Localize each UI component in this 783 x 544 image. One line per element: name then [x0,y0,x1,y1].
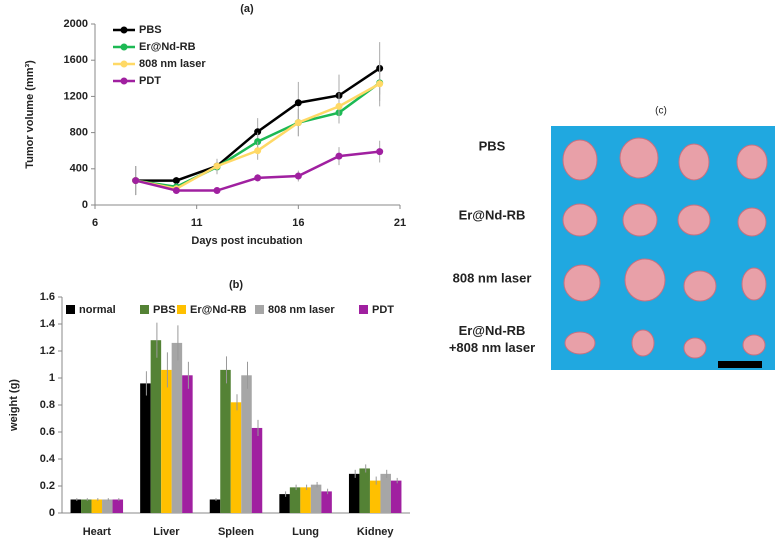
point [172,177,180,185]
y-tick-label: 1.4 [40,318,56,330]
bar [310,484,322,513]
point [376,148,384,156]
bar [369,480,381,513]
point [254,128,262,136]
x-tick-label: Heart [83,526,111,538]
legend-label: PDT [139,75,161,87]
legend-label: Er@Nd-RB [190,304,247,316]
photo-panel: (c) [551,106,775,370]
y-tick-label: 800 [70,127,88,139]
x-tick-label: Spleen [218,526,254,538]
bar [241,375,252,513]
bar [251,427,263,513]
row-label: +808 nm laser [449,340,535,355]
legend-marker [120,60,128,68]
legend-marker [120,26,128,34]
bar [91,499,103,513]
scale-bar [718,361,762,368]
legend-label: PBS [139,24,162,36]
x-tick-label: 11 [191,217,203,229]
legend-label: PDT [372,304,394,316]
y-tick-label: 2000 [64,18,88,30]
bar [348,473,360,513]
bar [102,499,113,513]
y-tick-label: 0.4 [40,453,56,465]
tumors [562,137,768,359]
row-label: 808 nm laser [453,270,532,285]
x-tick-label: 6 [92,217,98,229]
point [132,177,140,185]
point [294,99,302,107]
legend-marker [120,43,128,51]
panel-title: (c) [655,106,667,117]
point [294,119,302,127]
y-axis-label: Tumor volume (mm³) [24,60,36,169]
point [172,187,180,195]
bar [359,468,370,513]
bar [81,499,92,513]
x-tick-label: Kidney [357,526,395,538]
bar [140,383,151,513]
y-tick-label: 1.2 [40,345,55,357]
bar [220,369,231,513]
row-label: PBS [479,138,506,153]
bar [321,491,332,513]
legend-swatch [359,305,368,314]
y-tick-label: 1.6 [40,291,55,303]
legend-swatch [140,305,149,314]
bar [182,375,193,513]
point [213,162,221,170]
bar [150,340,162,513]
y-tick-label: 1600 [64,54,88,66]
y-tick-label: 400 [70,163,88,175]
legend-swatch [255,305,264,314]
x-axis-label: Days post incubation [191,235,303,247]
legend-label: 808 nm laser [268,304,335,316]
y-tick-label: 1 [49,372,55,384]
point [294,172,302,180]
bar [112,499,124,513]
bar [70,499,82,513]
legend-swatch [177,305,186,314]
y-tick-label: 0 [82,199,88,211]
row-label: Er@Nd-RB [459,207,526,222]
point [376,80,384,88]
bar [300,487,311,513]
bar [161,369,172,513]
point [213,187,221,195]
legend-marker [120,77,128,85]
y-tick-label: 0 [49,507,55,519]
bar [390,480,402,513]
bar [279,494,290,513]
bar [209,499,221,513]
x-tick-label: 21 [394,217,406,229]
legend-label: Er@Nd-RB [139,41,196,53]
legend-label: normal [79,304,116,316]
chart-title: (a) [240,3,254,15]
y-tick-label: 1200 [64,90,88,102]
bar [171,342,183,513]
x-tick-label: Lung [292,526,319,538]
y-tick-label: 0.2 [40,480,55,492]
chart-title: (b) [229,279,243,291]
legend-label: 808 nm laser [139,58,206,70]
point [254,147,262,155]
point [254,174,262,182]
y-tick-label: 0.8 [40,399,55,411]
bar [289,487,301,513]
point [335,102,343,110]
x-tick-label: 16 [292,217,304,229]
legend-label: PBS [153,304,176,316]
y-axis-label: weight (g) [8,379,20,432]
legend-swatch [66,305,75,314]
x-tick-label: Liver [153,526,180,538]
bar [380,473,391,513]
bar [230,402,242,513]
row-label: Er@Nd-RB [459,323,526,338]
point [335,152,343,160]
y-tick-label: 0.6 [40,426,55,438]
